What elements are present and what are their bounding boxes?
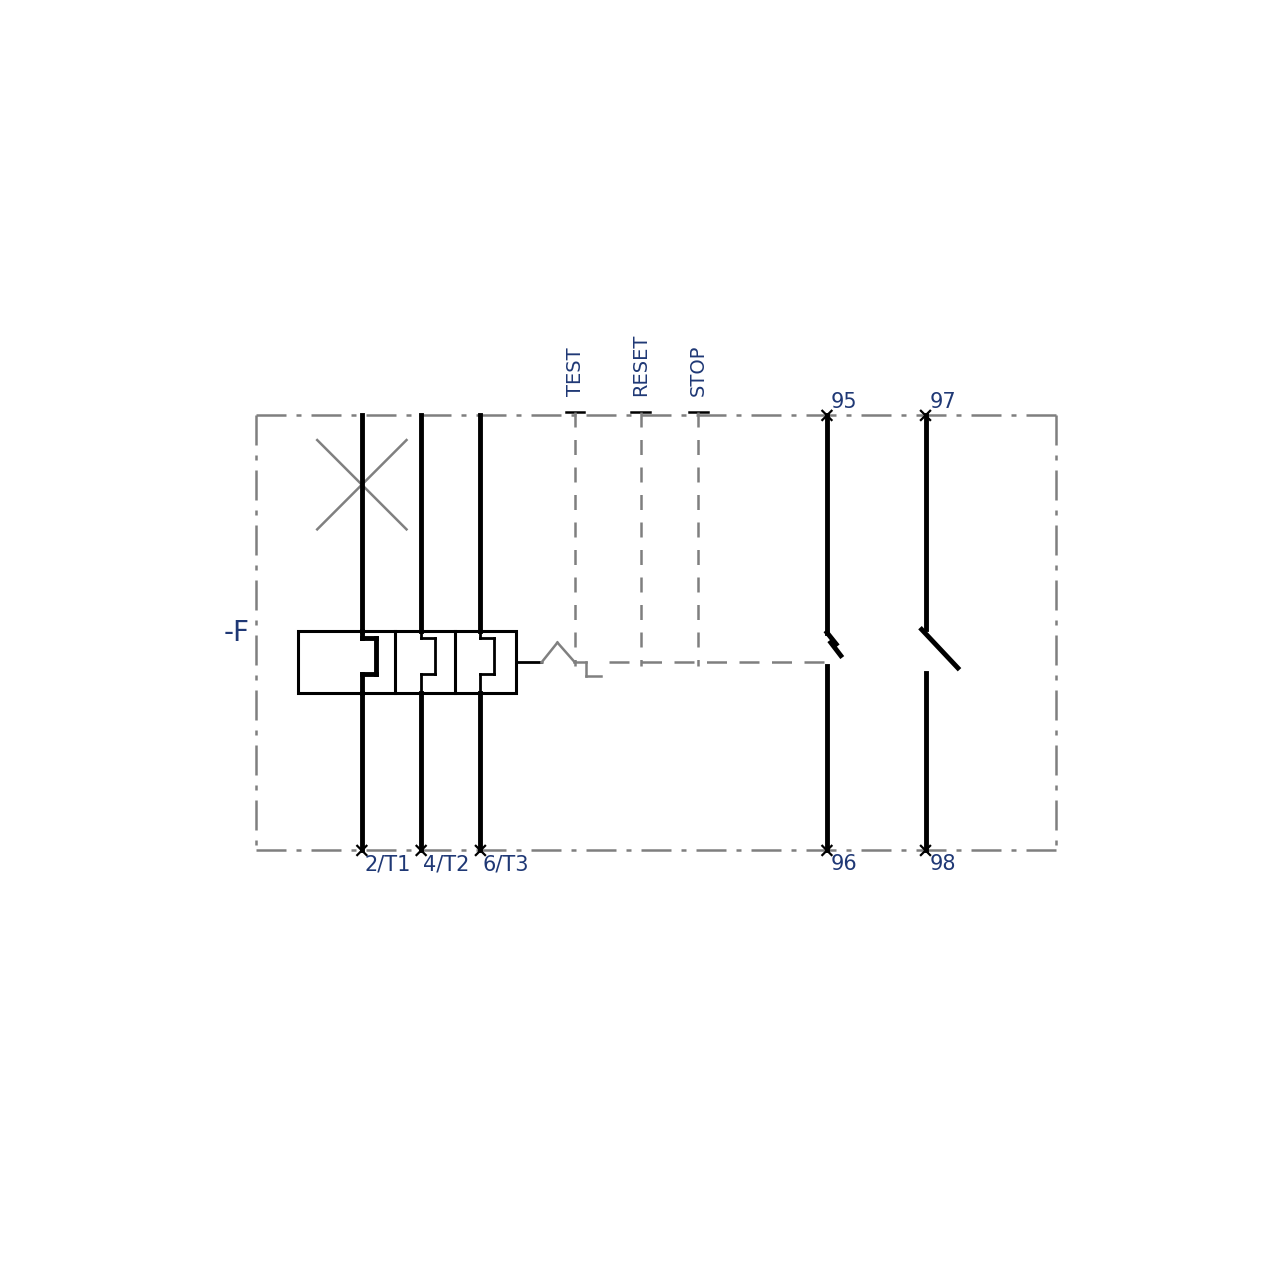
Text: 97: 97 [929,392,956,412]
Text: -F: -F [224,620,250,646]
Text: 4/T2: 4/T2 [424,854,470,874]
Text: TEST: TEST [566,348,585,396]
Text: 96: 96 [831,854,858,874]
Text: RESET: RESET [631,334,650,396]
Text: 98: 98 [929,854,956,874]
Text: 6/T3: 6/T3 [483,854,529,874]
Text: 95: 95 [831,392,858,412]
Bar [298,631,516,692]
Text: 2/T1: 2/T1 [365,854,411,874]
Text: STOP: STOP [689,344,708,396]
